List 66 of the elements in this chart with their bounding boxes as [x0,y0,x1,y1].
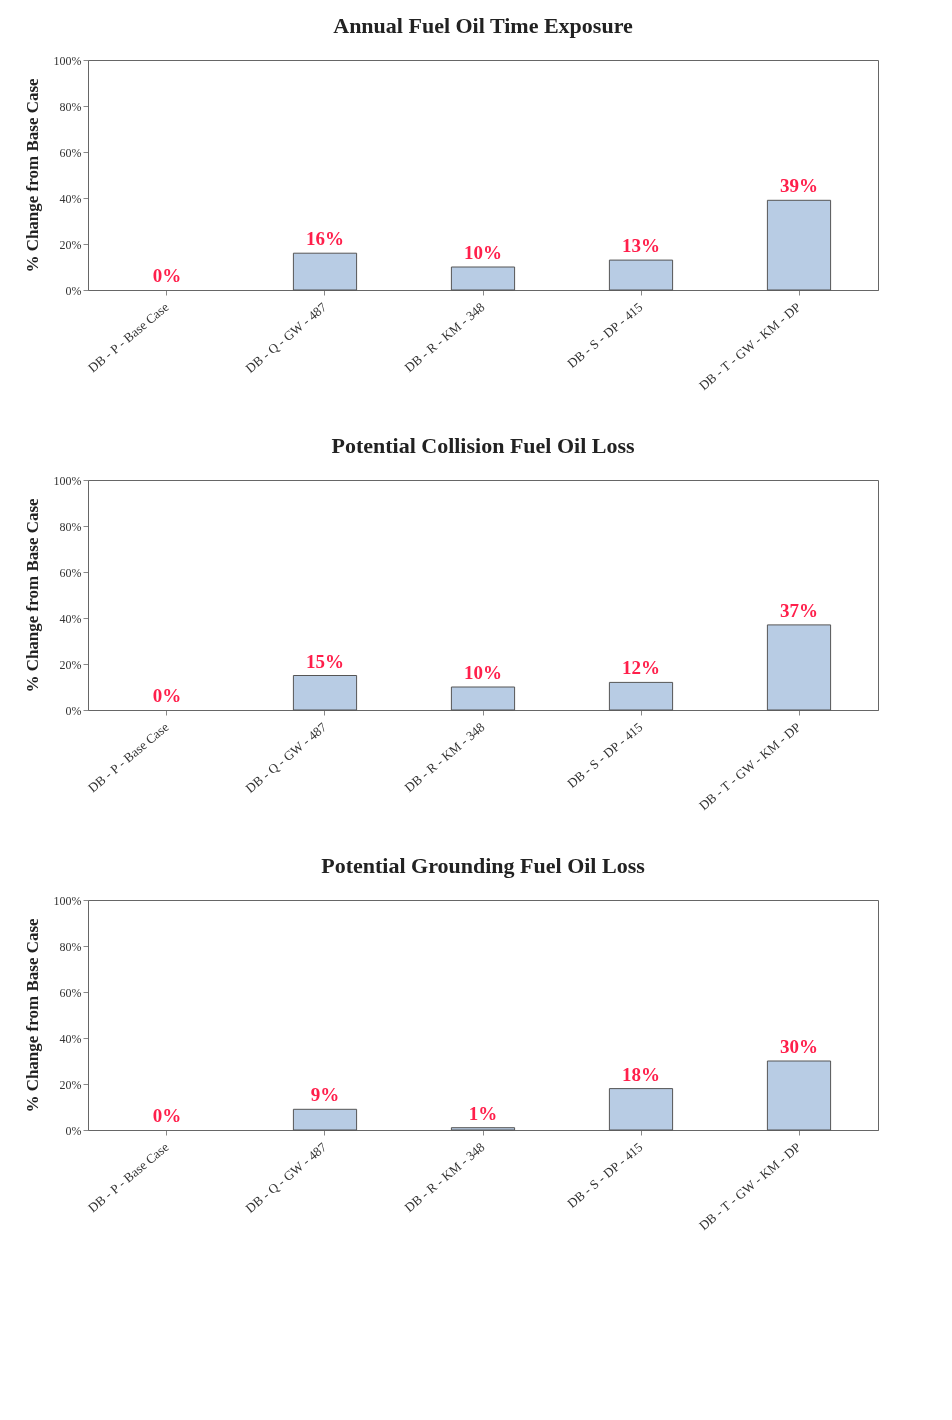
data-label: 0% [152,1105,182,1126]
data-label: 0% [152,685,182,706]
data-label: 15% [306,650,344,672]
x-tick-label: DB - Q - GW - 487 [242,1139,330,1216]
x-tick-label: DB - P - Base Case [85,1139,172,1216]
y-tick-label: 40% [59,1031,82,1046]
y-tick-label: 0% [65,1123,82,1138]
data-label: 0% [152,265,182,286]
data-label: 16% [306,228,344,250]
y-tick-label: 40% [59,191,82,206]
y-tick-label: 100% [53,473,82,488]
y-tick-label: 100% [53,893,82,908]
chart-title: Annual Fuel Oil Time Exposure [333,13,633,38]
x-tick-label: DB - P - Base Case [85,719,172,796]
data-label: 10% [464,662,502,683]
bar [450,1127,516,1131]
bar [608,259,674,291]
data-label: 18% [622,1063,660,1085]
data-label: 10% [464,242,502,263]
y-tick-label: 20% [59,657,82,672]
x-tick-label: DB - R - KM - 348 [401,1139,488,1215]
y-axis-title: % Change from Base Case [22,497,42,693]
data-label: 30% [780,1036,818,1057]
x-tick-label: DB - Q - GW - 487 [242,299,330,376]
bar [766,624,832,711]
bar [608,681,674,711]
y-tick-label: 80% [59,939,82,954]
y-axis-title: % Change from Base Case [22,917,42,1113]
x-tick-label: DB - T - GW - KM - DP [695,299,804,394]
y-tick-label: 0% [65,283,82,298]
y-tick-label: 60% [59,145,82,160]
y-tick-label: 20% [59,1077,82,1092]
x-tick-label: DB - R - KM - 348 [401,719,488,795]
y-axis-title: % Change from Base Case [22,77,42,273]
bar [766,199,832,291]
data-label: 37% [780,599,818,621]
bar [766,1060,832,1131]
y-tick-label: 20% [59,237,82,252]
x-tick-label: DB - Q - GW - 487 [242,719,330,796]
x-tick-label: DB - S - DP - 415 [564,299,646,371]
chart-title: Potential Grounding Fuel Oil Loss [321,853,646,878]
bar [450,266,516,291]
x-tick-label: DB - S - DP - 415 [564,1139,646,1211]
bar [292,675,358,711]
y-tick-label: 0% [65,703,82,718]
data-label: 39% [780,175,818,197]
y-tick-label: 60% [59,565,82,580]
x-tick-label: DB - R - KM - 348 [401,299,488,375]
y-tick-label: 40% [59,611,82,626]
x-tick-label: DB - S - DP - 415 [564,719,646,791]
y-tick-label: 100% [53,53,82,68]
x-tick-label: DB - P - Base Case [85,299,172,376]
y-tick-label: 60% [59,985,82,1000]
y-tick-label: 80% [59,99,82,114]
bar [292,252,358,291]
y-tick-label: 80% [59,519,82,534]
bar [292,1108,358,1131]
data-label: 1% [468,1102,498,1124]
chart-title: Potential Collision Fuel Oil Loss [331,433,635,458]
x-tick-label: DB - T - GW - KM - DP [695,1139,804,1234]
data-label: 9% [310,1084,340,1106]
data-label: 12% [622,657,660,679]
bar [450,686,516,711]
x-tick-label: DB - T - GW - KM - DP [695,719,804,814]
data-label: 13% [622,235,660,257]
bar [608,1088,674,1131]
